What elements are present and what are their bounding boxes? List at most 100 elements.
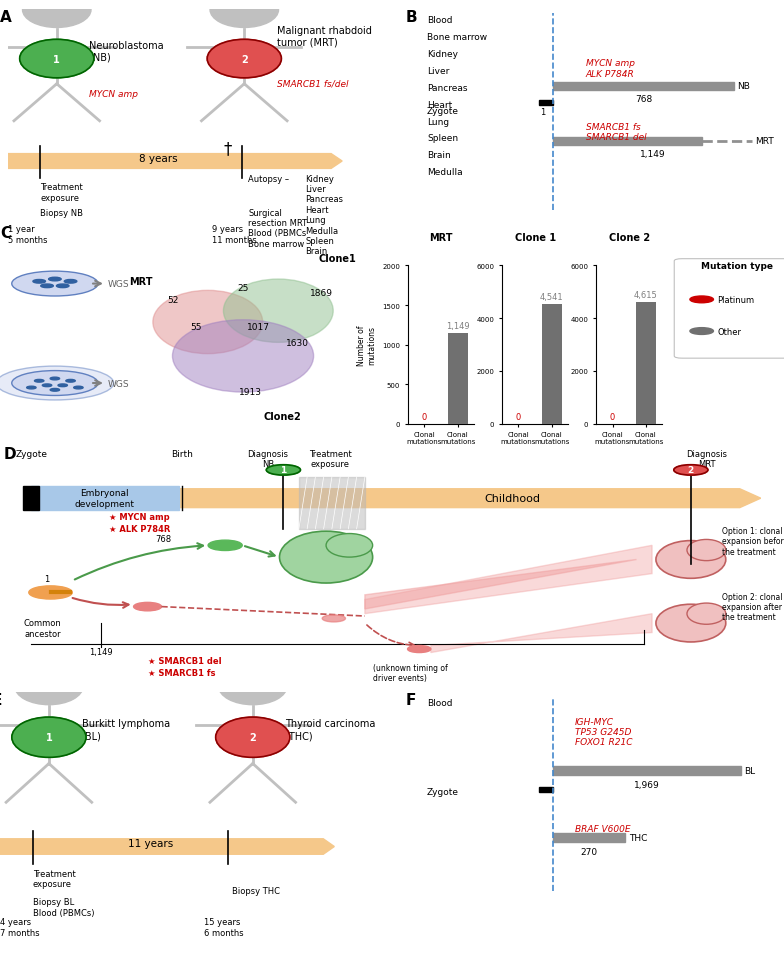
Text: Treatment
exposure: Treatment exposure: [33, 869, 75, 888]
Circle shape: [12, 717, 86, 757]
Circle shape: [267, 465, 300, 476]
Text: Liver: Liver: [427, 66, 449, 76]
Text: 768: 768: [635, 95, 652, 104]
Circle shape: [74, 386, 83, 389]
Circle shape: [15, 668, 83, 705]
Text: Birth: Birth: [172, 449, 194, 458]
Circle shape: [208, 541, 242, 551]
Text: Option 1: clonal
expansion before
the treatment: Option 1: clonal expansion before the tr…: [722, 527, 784, 555]
Bar: [554, 766, 741, 775]
Bar: [539, 787, 554, 793]
Text: Diagnosis
NB: Diagnosis NB: [248, 449, 289, 469]
Text: Medulla: Medulla: [427, 168, 463, 177]
Text: Blood: Blood: [427, 16, 452, 25]
Text: Zygote: Zygote: [427, 107, 459, 115]
Text: 1: 1: [539, 108, 545, 117]
Text: Biopsy BL
Blood (PBMCs): Biopsy BL Blood (PBMCs): [33, 898, 94, 917]
Text: Pancreas: Pancreas: [427, 84, 467, 92]
Circle shape: [207, 40, 281, 79]
Text: Autopsy –: Autopsy –: [249, 175, 289, 184]
Circle shape: [133, 603, 162, 611]
Ellipse shape: [687, 540, 726, 561]
Circle shape: [50, 378, 60, 381]
Text: †: †: [223, 140, 232, 159]
Text: Kidney
Liver
Pancreas
Heart
Lung
Medulla
Spleen
Brain: Kidney Liver Pancreas Heart Lung Medulla…: [306, 175, 343, 257]
Circle shape: [42, 384, 52, 387]
Text: 1: 1: [53, 55, 60, 64]
Circle shape: [50, 389, 60, 392]
Text: Clone2: Clone2: [263, 411, 301, 422]
Bar: [542, 305, 561, 425]
Bar: [299, 478, 365, 530]
Text: Burkitt lymphoma
(BL): Burkitt lymphoma (BL): [82, 719, 169, 740]
Circle shape: [690, 297, 713, 304]
Text: Neuroblastoma
(NB): Neuroblastoma (NB): [89, 41, 164, 62]
Bar: [636, 303, 655, 425]
Text: Embryonal
development: Embryonal development: [74, 489, 135, 508]
Bar: [24, 487, 39, 510]
Circle shape: [64, 281, 77, 283]
Ellipse shape: [687, 604, 726, 625]
Circle shape: [322, 615, 346, 623]
Text: 0: 0: [516, 412, 521, 421]
Text: 55: 55: [191, 323, 201, 332]
Text: Biopsy THC: Biopsy THC: [232, 886, 281, 896]
Text: 2: 2: [249, 732, 256, 743]
Text: 0: 0: [422, 412, 427, 421]
Circle shape: [66, 380, 75, 382]
Text: Treatment
exposure: Treatment exposure: [309, 449, 351, 469]
Text: Heart: Heart: [427, 101, 452, 110]
Text: Childhood: Childhood: [485, 494, 540, 504]
Text: Clone 2: Clone 2: [608, 233, 650, 242]
Ellipse shape: [279, 531, 372, 583]
Text: F: F: [405, 692, 416, 707]
Text: BL: BL: [744, 766, 756, 775]
Text: Treatment
exposure: Treatment exposure: [41, 183, 83, 203]
Text: 11 years: 11 years: [129, 838, 173, 849]
Circle shape: [23, 0, 91, 29]
Text: 4 years
7 months: 4 years 7 months: [0, 918, 40, 937]
Text: WGS: WGS: [108, 380, 130, 388]
Bar: [539, 101, 554, 106]
Circle shape: [49, 278, 61, 282]
Text: Option 2: clonal
expansion after
the treatment: Option 2: clonal expansion after the tre…: [722, 592, 782, 622]
Text: A: A: [0, 10, 12, 25]
Circle shape: [210, 0, 278, 29]
Circle shape: [408, 646, 431, 653]
Text: 1,149: 1,149: [446, 321, 470, 331]
Text: Zygote: Zygote: [16, 449, 48, 458]
Polygon shape: [179, 489, 760, 508]
Text: 1913: 1913: [239, 388, 263, 397]
Bar: [31, 487, 179, 510]
Text: ★ SMARCB1 fs: ★ SMARCB1 fs: [147, 669, 215, 678]
Polygon shape: [8, 155, 342, 169]
Circle shape: [219, 668, 287, 705]
Text: 1017: 1017: [247, 323, 270, 332]
Polygon shape: [0, 839, 334, 854]
Polygon shape: [365, 560, 637, 609]
Text: MRT: MRT: [755, 137, 774, 146]
Circle shape: [20, 40, 94, 79]
Text: Zygote: Zygote: [427, 787, 459, 796]
Text: ★ SMARCB1 del: ★ SMARCB1 del: [147, 656, 221, 666]
Text: C: C: [0, 226, 11, 240]
Text: Brain: Brain: [427, 151, 451, 160]
Text: BRAF V600E: BRAF V600E: [575, 825, 630, 833]
Text: 1630: 1630: [286, 338, 310, 347]
Text: 1,149: 1,149: [89, 647, 113, 656]
Text: 25: 25: [238, 284, 249, 293]
Circle shape: [33, 281, 45, 283]
Text: MYCN amp
ALK P784R: MYCN amp ALK P784R: [586, 60, 635, 79]
Polygon shape: [365, 546, 652, 614]
Text: 1 year
5 months: 1 year 5 months: [8, 225, 47, 245]
Text: D: D: [4, 447, 16, 462]
Text: 4,615: 4,615: [634, 290, 658, 300]
Circle shape: [12, 371, 98, 396]
Circle shape: [216, 717, 290, 757]
Text: ★ MYCN amp: ★ MYCN amp: [109, 513, 169, 522]
Text: 2: 2: [241, 55, 248, 64]
Text: 52: 52: [167, 295, 178, 305]
Text: MYCN amp: MYCN amp: [89, 89, 139, 99]
Text: E: E: [0, 692, 2, 707]
Text: WGS: WGS: [108, 280, 130, 288]
